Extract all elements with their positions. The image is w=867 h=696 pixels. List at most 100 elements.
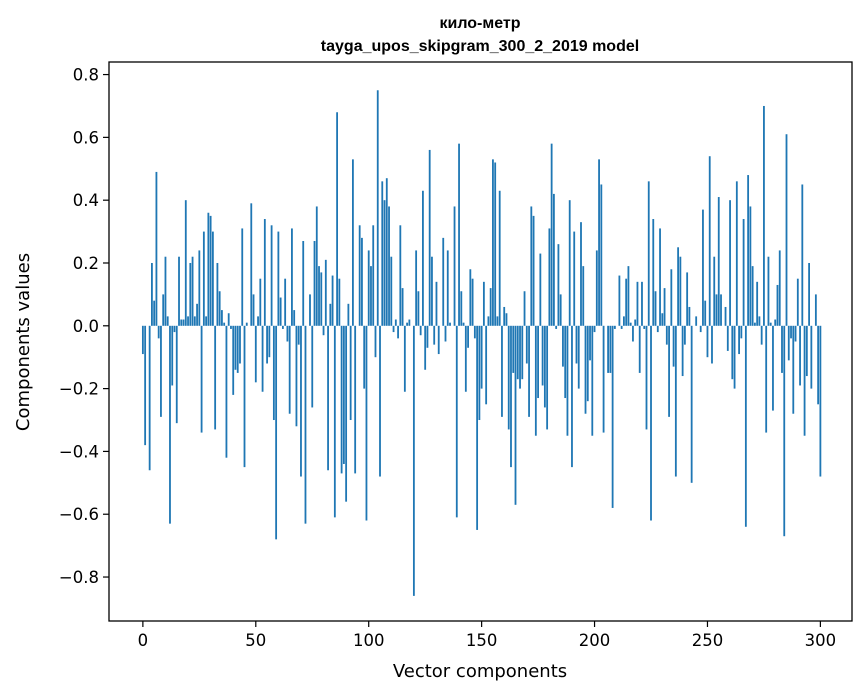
bar xyxy=(198,250,201,326)
bar xyxy=(426,325,429,348)
bar xyxy=(528,325,530,417)
bar xyxy=(254,325,257,383)
bar xyxy=(505,313,508,326)
bar xyxy=(462,322,465,326)
bar xyxy=(417,291,420,326)
bar xyxy=(259,278,262,326)
bar xyxy=(744,325,747,527)
x-tick-label: 100 xyxy=(353,631,385,650)
bar xyxy=(654,291,657,326)
bar xyxy=(731,325,734,380)
x-tick-label: 250 xyxy=(692,631,724,650)
bar xyxy=(559,294,562,326)
bar xyxy=(218,291,221,326)
bar xyxy=(442,237,445,326)
bar xyxy=(446,250,449,326)
bar xyxy=(532,215,535,326)
bar xyxy=(157,325,160,339)
bar xyxy=(620,325,623,329)
bar xyxy=(164,256,167,326)
bar xyxy=(571,325,573,468)
bar xyxy=(783,325,786,537)
bar xyxy=(322,325,325,336)
y-tick-label: 0.4 xyxy=(73,191,99,210)
bar xyxy=(618,275,621,326)
bar xyxy=(688,306,691,326)
bar xyxy=(749,206,752,326)
bar xyxy=(358,225,361,326)
bar xyxy=(763,105,765,326)
bar xyxy=(781,325,783,373)
bar xyxy=(756,281,759,326)
bar xyxy=(523,291,526,326)
x-tick-label: 150 xyxy=(466,631,498,650)
bar xyxy=(792,325,795,414)
bar xyxy=(315,206,318,326)
bar xyxy=(726,325,729,351)
plot-frame xyxy=(108,61,853,622)
bar xyxy=(266,325,268,364)
bar xyxy=(711,325,713,364)
bar xyxy=(372,225,375,326)
bar xyxy=(162,294,165,326)
bar xyxy=(557,244,560,326)
bar xyxy=(674,325,677,477)
bar xyxy=(284,278,287,326)
bar xyxy=(482,281,485,326)
bar xyxy=(665,325,668,345)
bar xyxy=(349,325,352,421)
bar xyxy=(209,215,212,326)
bar xyxy=(464,325,467,392)
bar xyxy=(681,325,684,377)
bar xyxy=(279,297,282,326)
bar xyxy=(742,219,745,326)
bar xyxy=(785,134,788,326)
bar xyxy=(412,325,415,596)
bar xyxy=(327,325,329,471)
bar xyxy=(272,325,275,421)
bar xyxy=(252,294,255,326)
bar xyxy=(403,325,406,392)
bar xyxy=(324,259,327,326)
bar xyxy=(313,241,316,326)
bar xyxy=(422,190,424,326)
bar xyxy=(449,322,451,326)
bar xyxy=(492,159,494,326)
bar xyxy=(627,266,630,326)
bar xyxy=(480,325,483,389)
bar xyxy=(568,200,571,326)
bar xyxy=(345,325,348,502)
bar xyxy=(352,159,354,326)
bar xyxy=(753,322,756,326)
bar xyxy=(408,319,411,326)
bar xyxy=(503,306,506,326)
bar xyxy=(799,325,801,386)
bar xyxy=(519,325,521,389)
bar xyxy=(751,266,754,326)
bar xyxy=(223,322,226,326)
bar xyxy=(467,325,469,348)
bar xyxy=(189,262,192,326)
bar xyxy=(598,159,600,326)
bar xyxy=(236,325,239,373)
bar xyxy=(230,325,232,329)
bar xyxy=(245,322,248,326)
bar xyxy=(713,256,716,326)
bar xyxy=(510,325,512,468)
bar xyxy=(196,303,198,326)
bar xyxy=(390,256,393,326)
bar xyxy=(790,325,792,339)
bar xyxy=(772,325,774,411)
bar xyxy=(460,291,463,326)
bar xyxy=(478,325,481,421)
bar xyxy=(329,303,332,326)
bar xyxy=(702,209,704,326)
bar xyxy=(643,325,646,329)
bar xyxy=(668,325,670,417)
bar xyxy=(656,325,659,333)
bar xyxy=(333,325,336,518)
bar xyxy=(270,225,273,326)
x-axis: 0 50 100 150 200 250 300 xyxy=(138,621,836,650)
bar xyxy=(225,325,228,458)
